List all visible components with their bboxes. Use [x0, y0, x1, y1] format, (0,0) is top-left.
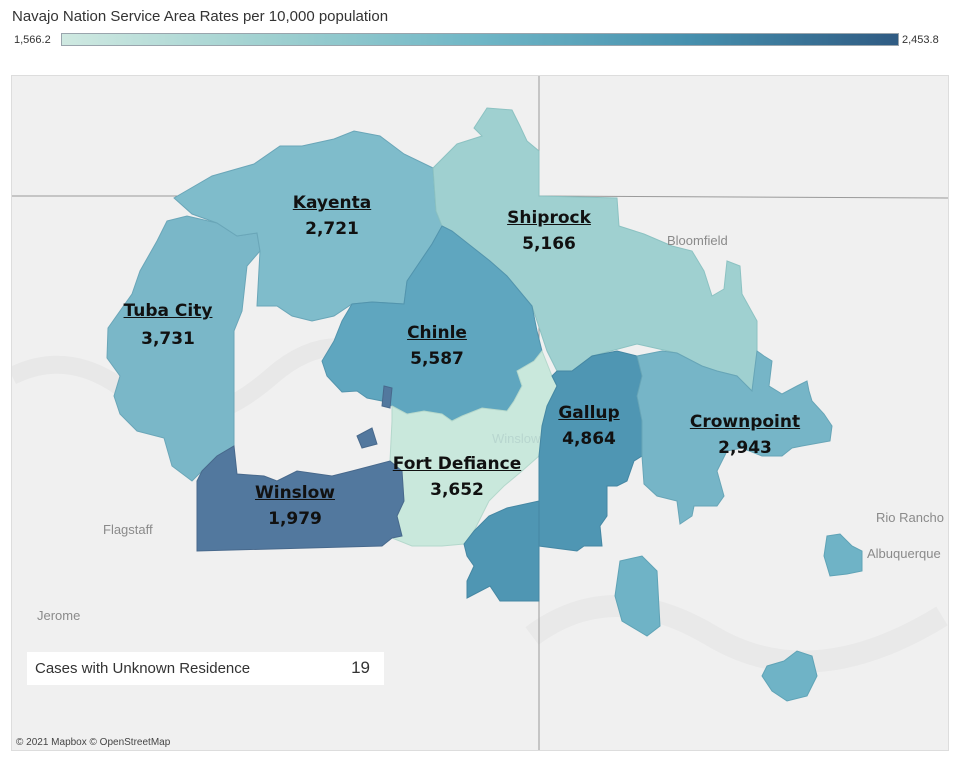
area-name-shiprock[interactable]: Shiprock [507, 208, 591, 228]
terrain-shade [525, 595, 948, 673]
area-name-tuba-city[interactable]: Tuba City [123, 301, 213, 321]
place-label: Albuquerque [867, 546, 941, 561]
area-shape-gallup-south[interactable] [463, 500, 540, 602]
unknown-residence-label: Cases with Unknown Residence [35, 660, 251, 677]
area-shape-winslow-islands[interactable] [356, 385, 393, 449]
area-value-shiprock: 5,166 [522, 234, 576, 254]
unknown-residence-value: 19 [351, 658, 370, 677]
area-name-crownpoint[interactable]: Crownpoint [689, 412, 801, 432]
place-label: Flagstaff [103, 522, 153, 537]
area-name-gallup[interactable]: Gallup [558, 403, 620, 423]
area-value-winslow: 1,979 [268, 509, 322, 529]
place-label: Winslow [492, 431, 541, 446]
legend-max-label: 2,453.8 [902, 34, 939, 46]
map-attribution[interactable]: © 2021 Mapbox © OpenStreetMap [16, 737, 171, 748]
map-canvas[interactable] [12, 76, 949, 751]
area-shape-crownpoint[interactable] [636, 350, 833, 525]
color-legend-bar [61, 33, 899, 46]
place-label: Bloomfield [667, 233, 728, 248]
map[interactable]: Bloomfield Flagstaff Rio Rancho Albuquer… [11, 75, 949, 751]
area-value-fort-defiance: 3,652 [430, 480, 484, 500]
area-value-crownpoint: 2,943 [718, 438, 772, 458]
area-shape-shiprock[interactable] [432, 107, 758, 393]
area-name-chinle[interactable]: Chinle [407, 323, 467, 343]
area-value-tuba-city: 3,731 [141, 329, 195, 349]
area-value-gallup: 4,864 [562, 429, 616, 449]
state-border [538, 195, 948, 199]
chart-title: Navajo Nation Service Area Rates per 10,… [12, 8, 389, 25]
area-shape-outliers[interactable] [614, 533, 863, 702]
area-shape-winslow[interactable] [196, 445, 405, 552]
place-label: Rio Rancho [876, 510, 944, 525]
legend-min-label: 1,566.2 [14, 34, 51, 46]
area-value-chinle: 5,587 [410, 349, 464, 369]
area-name-fort-defiance[interactable]: Fort Defiance [392, 454, 522, 474]
place-label: Jerome [37, 608, 81, 623]
unknown-residence-box: Cases with Unknown Residence 19 [27, 652, 384, 685]
area-value-kayenta: 2,721 [305, 219, 359, 239]
area-name-kayenta[interactable]: Kayenta [292, 193, 372, 213]
area-name-winslow[interactable]: Winslow [254, 483, 336, 503]
